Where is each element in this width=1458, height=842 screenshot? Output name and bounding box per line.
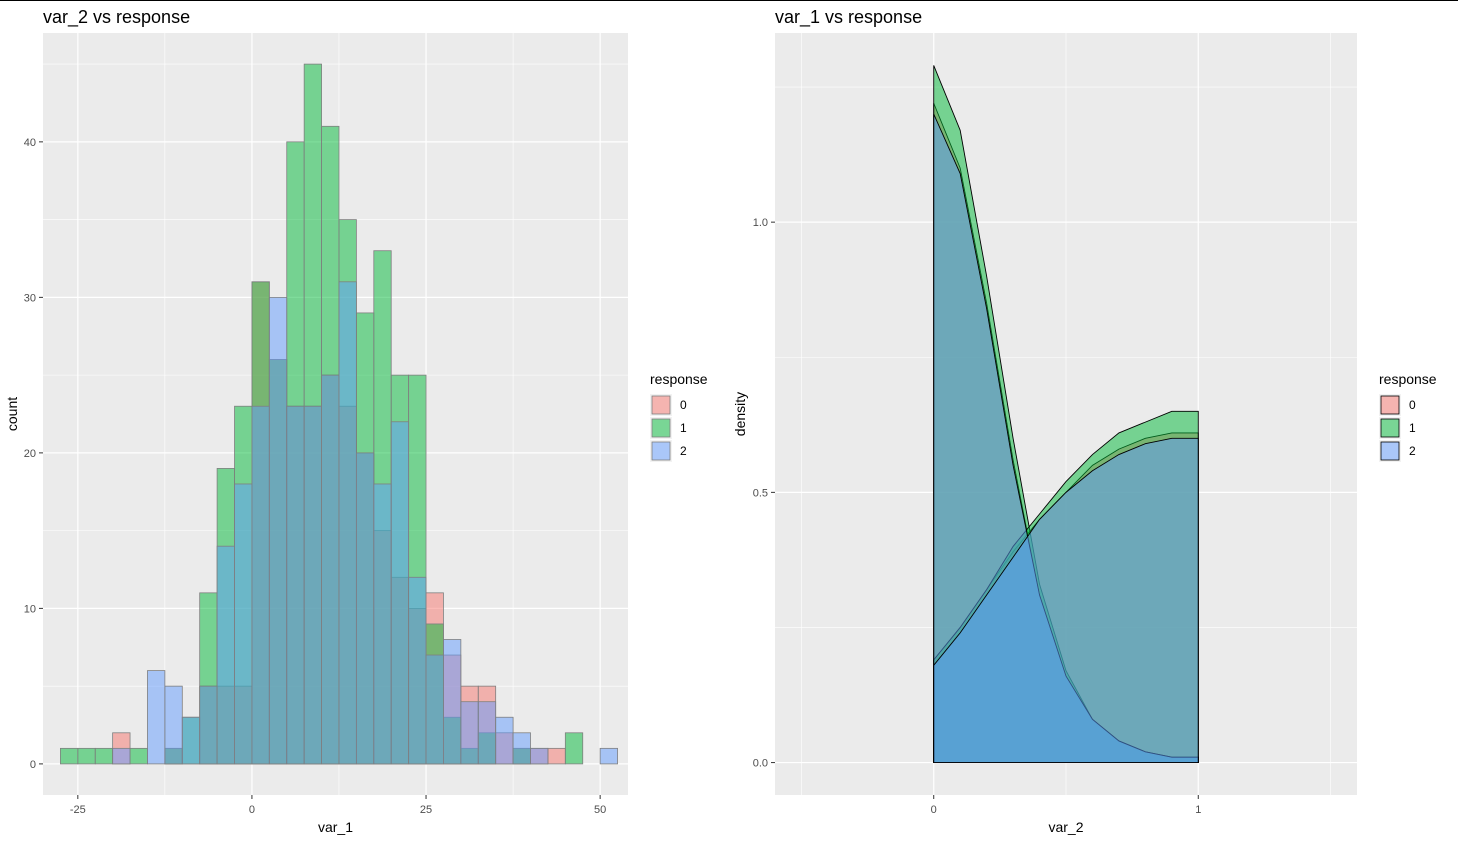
y-tick-label: 20 <box>24 448 36 460</box>
legend-key-response-2 <box>651 441 671 461</box>
histogram-bar-response-2 <box>164 685 183 765</box>
histogram-bar-response-2 <box>443 639 462 765</box>
y-axis-label: count <box>4 397 20 431</box>
x-tick-label: 0 <box>249 804 255 816</box>
x-tick-label: 1 <box>1195 804 1201 816</box>
histogram-bar-response-2 <box>390 421 410 765</box>
y-tick-label: 0.5 <box>753 487 768 499</box>
histogram-bar-response-2 <box>599 747 618 765</box>
y-axis-label: density <box>732 392 748 436</box>
histogram-bar-response-2 <box>199 685 218 765</box>
histogram-bar-response-2 <box>477 701 497 765</box>
legend-title: response <box>1379 371 1437 387</box>
legend-label: 0 <box>680 398 687 412</box>
histogram-bar-response-0 <box>547 747 566 765</box>
histogram-bar-response-2 <box>512 732 531 765</box>
legend-key-response-2 <box>1380 441 1400 461</box>
histogram-bar-response-2 <box>268 296 288 765</box>
x-tick-label: -25 <box>70 804 86 816</box>
histogram-bar-response-2 <box>147 670 166 765</box>
histogram-bar-response-1 <box>60 747 79 765</box>
histogram-bar-response-2 <box>338 281 357 765</box>
legend-label: 1 <box>680 421 687 435</box>
histogram-bar-response-2 <box>408 576 427 765</box>
chart-title: var_1 vs response <box>775 7 922 28</box>
legend-key-response-1 <box>1380 418 1400 438</box>
histogram-bar-response-2 <box>181 716 201 765</box>
histogram-bar-response-2 <box>355 452 375 765</box>
histogram-bar-response-2 <box>460 701 479 765</box>
legend-label: 1 <box>1409 421 1416 435</box>
histogram-bar-response-2 <box>373 483 392 765</box>
histogram-bar-response-2 <box>251 405 270 765</box>
x-axis-label: var_2 <box>1048 819 1083 835</box>
y-tick-label: 0.0 <box>753 758 768 770</box>
legend-label: 0 <box>1409 398 1416 412</box>
histogram-bar-response-2 <box>530 747 549 765</box>
y-tick-label: 10 <box>24 603 36 615</box>
x-tick-label: 25 <box>420 804 432 816</box>
histogram-bar-response-2 <box>425 654 444 765</box>
y-tick-label: 40 <box>24 137 36 149</box>
legend-key-response-0 <box>1380 395 1400 415</box>
histogram-bar-response-2 <box>303 405 322 765</box>
density-area-response-2 <box>933 437 1199 764</box>
legend-label: 2 <box>680 444 687 458</box>
legend-title: response <box>650 371 708 387</box>
y-tick-label: 0 <box>30 759 36 771</box>
x-axis-label: var_1 <box>318 819 353 835</box>
histogram-bar-response-2 <box>321 374 340 765</box>
histogram-bar-response-2 <box>495 716 514 765</box>
histogram-bar-response-1 <box>94 747 114 765</box>
histogram-bar-response-2 <box>286 405 305 765</box>
histogram-bar-response-1 <box>564 732 584 765</box>
y-tick-label: 30 <box>24 292 36 304</box>
histogram-bar-response-1 <box>129 747 148 765</box>
x-tick-label: 0 <box>931 804 937 816</box>
legend-key-response-1 <box>651 418 671 438</box>
histogram-bar-response-2 <box>234 483 253 765</box>
y-tick-label: 1.0 <box>753 217 768 229</box>
histogram-bar-response-2 <box>216 545 235 765</box>
histogram-bar-response-1 <box>77 747 96 765</box>
legend-key-response-0 <box>651 395 671 415</box>
legend-label: 2 <box>1409 444 1416 458</box>
chart-title: var_2 vs response <box>43 7 190 28</box>
x-tick-label: 50 <box>594 804 606 816</box>
histogram-bar-response-2 <box>112 747 131 765</box>
